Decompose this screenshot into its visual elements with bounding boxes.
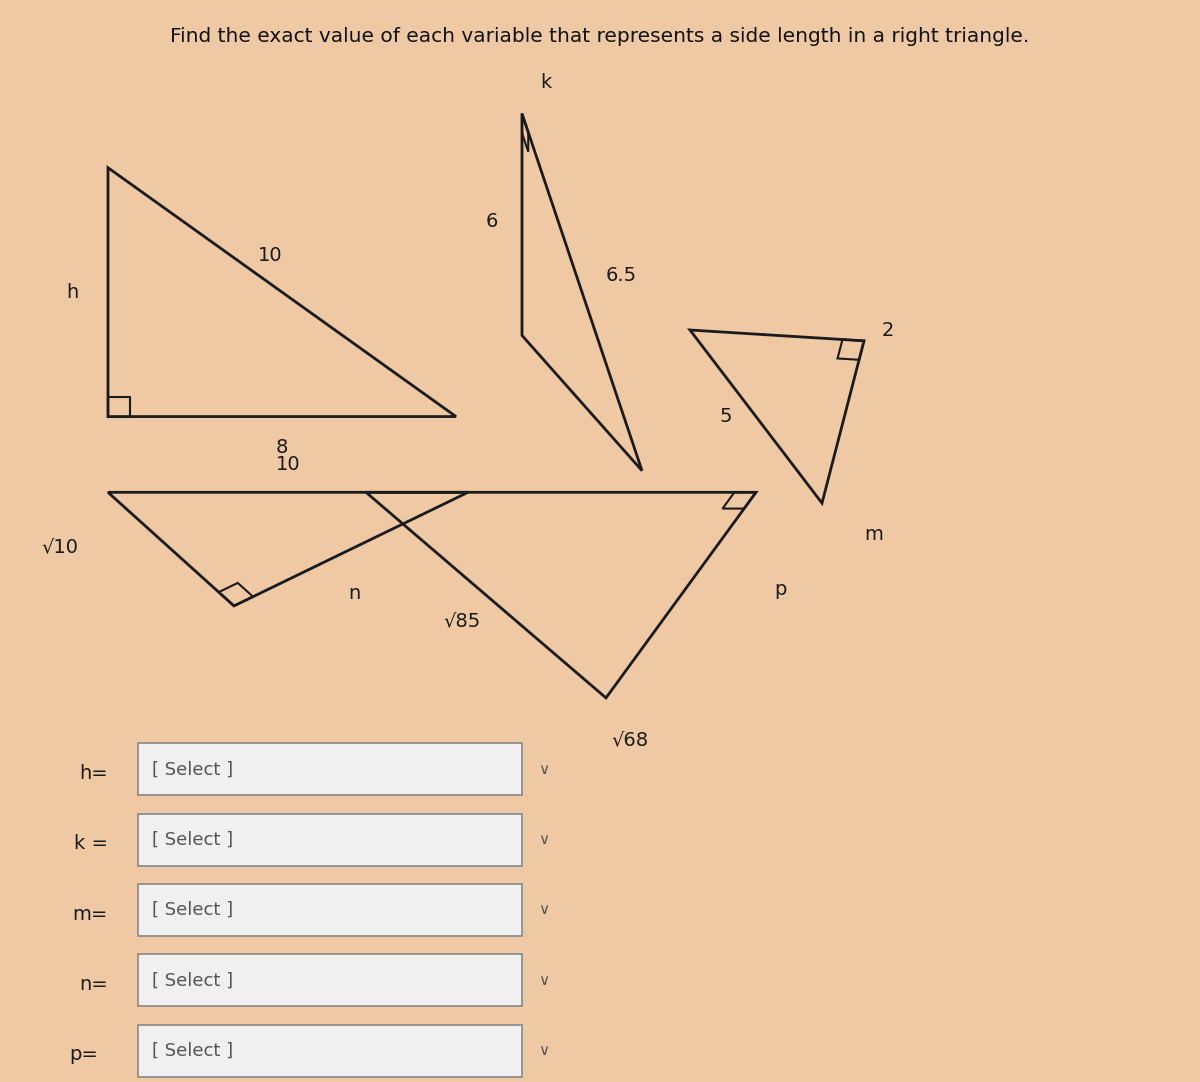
FancyBboxPatch shape: [138, 884, 522, 936]
Text: ∨: ∨: [538, 902, 550, 918]
FancyBboxPatch shape: [138, 814, 522, 866]
Text: 6: 6: [486, 212, 498, 232]
Text: n: n: [348, 584, 360, 604]
Text: p: p: [774, 580, 786, 599]
Text: [ Select ]: [ Select ]: [152, 972, 234, 989]
Text: √85: √85: [443, 611, 481, 631]
Text: 6.5: 6.5: [606, 266, 637, 286]
Text: 10: 10: [258, 246, 282, 265]
FancyBboxPatch shape: [138, 1025, 522, 1077]
Text: 10: 10: [276, 454, 300, 474]
Text: ∨: ∨: [538, 1043, 550, 1058]
Text: [ Select ]: [ Select ]: [152, 831, 234, 848]
FancyBboxPatch shape: [138, 743, 522, 795]
Text: ∨: ∨: [538, 762, 550, 777]
Text: p=: p=: [70, 1045, 98, 1065]
Text: m: m: [864, 525, 883, 544]
Text: m=: m=: [73, 905, 108, 924]
Text: ∨: ∨: [538, 973, 550, 988]
Text: 2: 2: [882, 320, 894, 340]
Text: √10: √10: [41, 537, 78, 556]
Text: h=: h=: [79, 764, 108, 783]
Text: Find the exact value of each variable that represents a side length in a right t: Find the exact value of each variable th…: [170, 27, 1030, 47]
FancyBboxPatch shape: [138, 954, 522, 1006]
Text: n=: n=: [79, 975, 108, 994]
Text: k: k: [540, 72, 552, 92]
Text: ∨: ∨: [538, 832, 550, 847]
Text: [ Select ]: [ Select ]: [152, 761, 234, 778]
Text: [ Select ]: [ Select ]: [152, 901, 234, 919]
Text: [ Select ]: [ Select ]: [152, 1042, 234, 1059]
Text: 8: 8: [276, 438, 288, 458]
Text: √68: √68: [612, 730, 648, 750]
Text: 5: 5: [720, 407, 732, 426]
Text: k =: k =: [74, 834, 108, 854]
Text: h: h: [66, 282, 78, 302]
